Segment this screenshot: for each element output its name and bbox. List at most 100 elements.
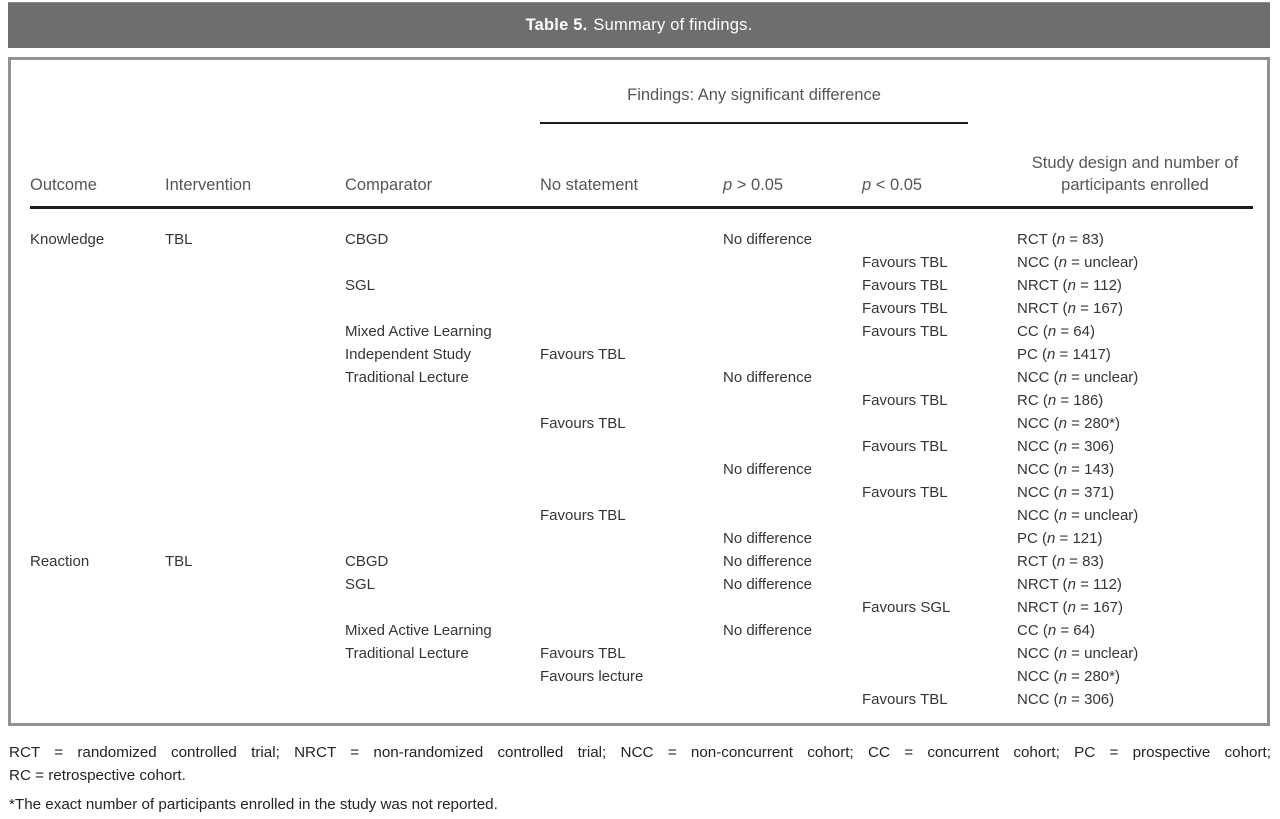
cell-comparator [345,481,540,504]
cell-p-lt-005: Favours TBL [862,300,948,317]
cell-outcome [30,688,165,711]
cell-comparator: SGL [345,576,376,593]
cell-no-statement [540,251,723,274]
cell-no-statement [540,435,723,458]
footnote-abbreviations: RCT = randomized controlled trial; NRCT … [9,741,1271,787]
cell-no-statement [540,527,723,550]
table-row: Knowledge TBL CBGD No difference RCT (n = 83… [30,228,1253,251]
cell-outcome [30,389,165,412]
cell-intervention [165,366,345,389]
cell-p-lt-005 [862,458,1017,481]
cell-study-design: PC (n = 121) [1017,530,1103,547]
cell-p-gt-005 [723,665,862,688]
cell-study-design: NCC (n = 371) [1017,484,1115,501]
cell-p-lt-005 [862,665,1017,688]
cell-no-statement: Favours lecture [540,668,644,685]
cell-p-lt-005: Favours TBL [862,392,948,409]
cell-intervention [165,412,345,435]
cell-p-lt-005: Favours TBL [862,438,948,455]
cell-p-gt-005: No difference [723,369,812,386]
table-row: Favours SGL NRCT (n = 167) [30,596,1253,619]
header-rule [30,206,1253,209]
cell-p-lt-005 [862,527,1017,550]
table-row: Favours TBL NRCT (n = 167) [30,297,1253,320]
cell-intervention [165,619,345,642]
cell-intervention: TBL [165,553,193,570]
cell-intervention [165,274,345,297]
table-title-text: Summary of findings. [593,16,753,34]
table-row: Mixed Active Learning No difference CC (n … [30,619,1253,642]
table-row: Favours TBL RC (n = 186) [30,389,1253,412]
findings-span-header: Findings: Any significant difference [540,84,968,124]
cell-study-design: NCC (n = unclear) [1017,254,1139,271]
cell-intervention [165,642,345,665]
cell-outcome [30,619,165,642]
cell-intervention [165,527,345,550]
cell-p-gt-005 [723,274,862,297]
cell-p-gt-005 [723,435,862,458]
table-row: Favours TBL NCC (n = 306) [30,688,1253,711]
cell-p-gt-005 [723,412,862,435]
cell-intervention [165,389,345,412]
table-title-bar: Table 5. Summary of findings. [8,2,1270,48]
cell-comparator: Mixed Active Learning [345,622,492,639]
cell-intervention [165,665,345,688]
table-row: Independent Study Favours TBL PC (n = 1417… [30,343,1253,366]
cell-no-statement [540,366,723,389]
cell-outcome [30,458,165,481]
cell-study-design: NCC (n = unclear) [1017,507,1139,524]
cell-intervention [165,435,345,458]
cell-p-gt-005: No difference [723,231,812,248]
table-container: Findings: Any significant difference Out… [8,57,1270,726]
table-row: Favours TBL NCC (n = 280*) [30,412,1253,435]
cell-no-statement [540,274,723,297]
cell-intervention [165,320,345,343]
table-row: Traditional Lecture Favours TBL NCC (n = u… [30,642,1253,665]
cell-p-lt-005 [862,504,1017,527]
column-header-intervention: Intervention [165,176,252,194]
column-header-comparator: Comparator [345,176,433,194]
cell-comparator [345,251,540,274]
table-row: SGL Favours TBL NRCT (n = 112) [30,274,1253,297]
cell-outcome [30,435,165,458]
table-title-label: Table 5. [525,16,588,34]
cell-comparator [345,688,540,711]
cell-p-lt-005 [862,366,1017,389]
table-row: Mixed Active Learning Favours TBL CC (n = … [30,320,1253,343]
table-row: Favours TBL NCC (n = 371) [30,481,1253,504]
footnotes: RCT = randomized controlled trial; NRCT … [9,741,1271,816]
cell-p-lt-005 [862,642,1017,665]
cell-no-statement: Favours TBL [540,645,626,662]
cell-p-lt-005 [862,343,1017,366]
table-row: No difference PC (n = 121) [30,527,1253,550]
cell-no-statement [540,573,723,596]
footnote-asterisk: *The exact number of participants enroll… [9,796,498,813]
cell-comparator: SGL [345,277,376,294]
cell-p-gt-005 [723,688,862,711]
cell-intervention [165,504,345,527]
cell-p-gt-005 [723,389,862,412]
table-row: No difference NCC (n = 143) [30,458,1253,481]
cell-p-lt-005: Favours TBL [862,323,948,340]
table-row: Favours lecture NCC (n = 280*) [30,665,1253,688]
cell-comparator [345,435,540,458]
cell-p-gt-005 [723,297,862,320]
cell-outcome [30,412,165,435]
cell-p-gt-005 [723,596,862,619]
cell-study-design: NCC (n = 143) [1017,461,1115,478]
cell-p-lt-005 [862,619,1017,642]
cell-study-design: NCC (n = 280*) [1017,415,1120,432]
cell-no-statement [540,619,723,642]
cell-no-statement: Favours TBL [540,415,626,432]
cell-no-statement: Favours TBL [540,346,626,363]
cell-outcome: Reaction [30,553,90,570]
cell-study-design: NCC (n = 280*) [1017,668,1120,685]
cell-no-statement [540,228,723,251]
cell-no-statement [540,550,723,573]
cell-study-design: NCC (n = 306) [1017,438,1115,455]
cell-comparator [345,389,540,412]
cell-comparator [345,297,540,320]
cell-comparator: Independent Study [345,346,471,363]
cell-study-design: NRCT (n = 167) [1017,599,1124,616]
cell-intervention [165,343,345,366]
